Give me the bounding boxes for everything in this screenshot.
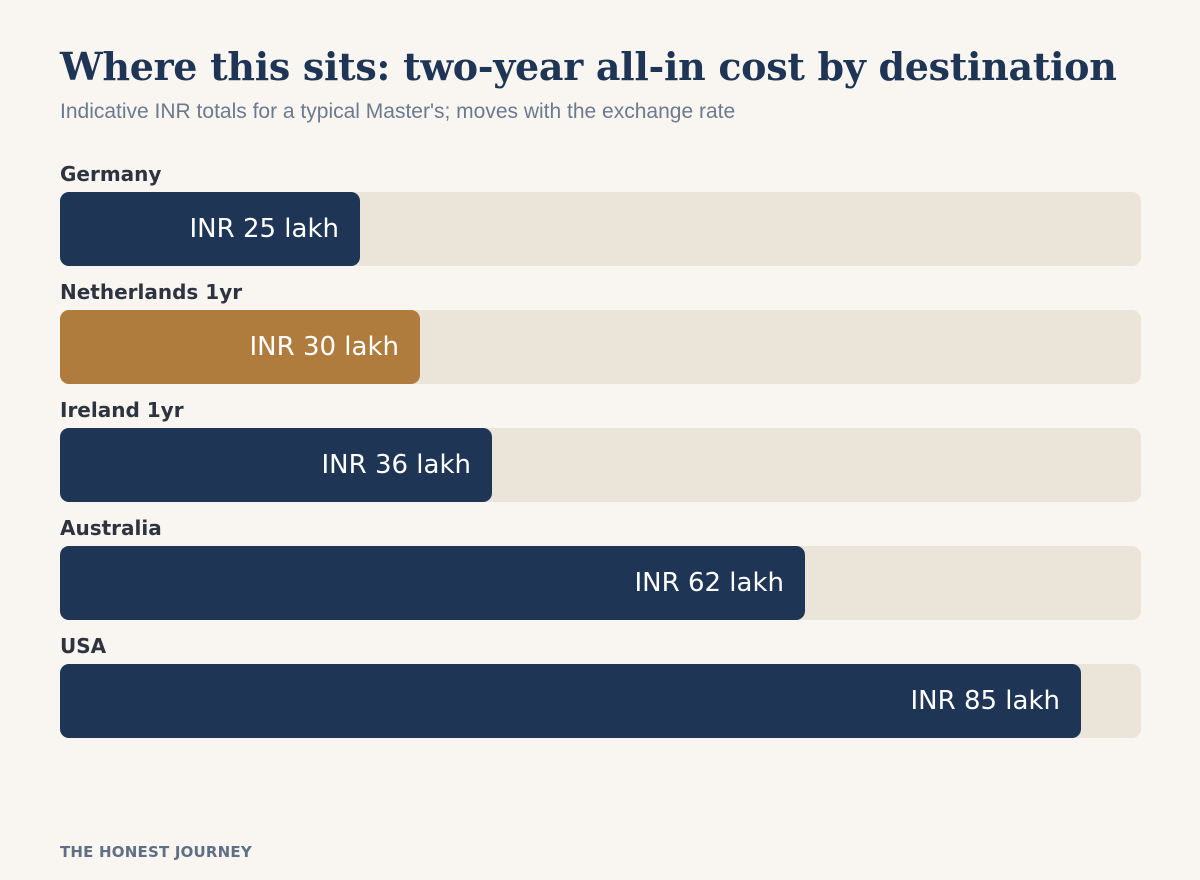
chart-title: Where this sits: two-year all-in cost by… <box>60 44 1117 89</box>
bar: INR 62 lakh <box>60 546 805 620</box>
bar: INR 85 lakh <box>60 664 1081 738</box>
bar-value-label: INR 25 lakh <box>189 214 340 244</box>
bar-row: USA INR 85 lakh <box>60 632 1141 750</box>
bar-track: INR 36 lakh <box>60 428 1141 502</box>
bar-value-label: INR 85 lakh <box>910 686 1061 716</box>
bar-track: INR 30 lakh <box>60 310 1141 384</box>
chart-subtitle: Indicative INR totals for a typical Mast… <box>60 100 736 123</box>
bar-value-label: INR 36 lakh <box>321 450 472 480</box>
bar-track: INR 85 lakh <box>60 664 1141 738</box>
bar-value-label: INR 62 lakh <box>634 568 785 598</box>
bar: INR 36 lakh <box>60 428 492 502</box>
bar-row: Australia INR 62 lakh <box>60 514 1141 632</box>
bar-value-label: INR 30 lakh <box>249 332 400 362</box>
bar-row: Netherlands 1yr INR 30 lakh <box>60 278 1141 396</box>
bar-category-label: Germany <box>60 162 162 186</box>
bar: INR 25 lakh <box>60 192 360 266</box>
footer-brand: THE HONEST JOURNEY <box>60 843 252 861</box>
bar-category-label: Australia <box>60 516 162 540</box>
bar-chart: Germany INR 25 lakh Netherlands 1yr INR 30 … <box>60 160 1141 750</box>
bar-row: Ireland 1yr INR 36 lakh <box>60 396 1141 514</box>
bar-category-label: Ireland 1yr <box>60 398 184 422</box>
bar-track: INR 25 lakh <box>60 192 1141 266</box>
bar-track: INR 62 lakh <box>60 546 1141 620</box>
bar: INR 30 lakh <box>60 310 420 384</box>
bar-category-label: USA <box>60 634 107 658</box>
bar-row: Germany INR 25 lakh <box>60 160 1141 278</box>
bar-category-label: Netherlands 1yr <box>60 280 243 304</box>
